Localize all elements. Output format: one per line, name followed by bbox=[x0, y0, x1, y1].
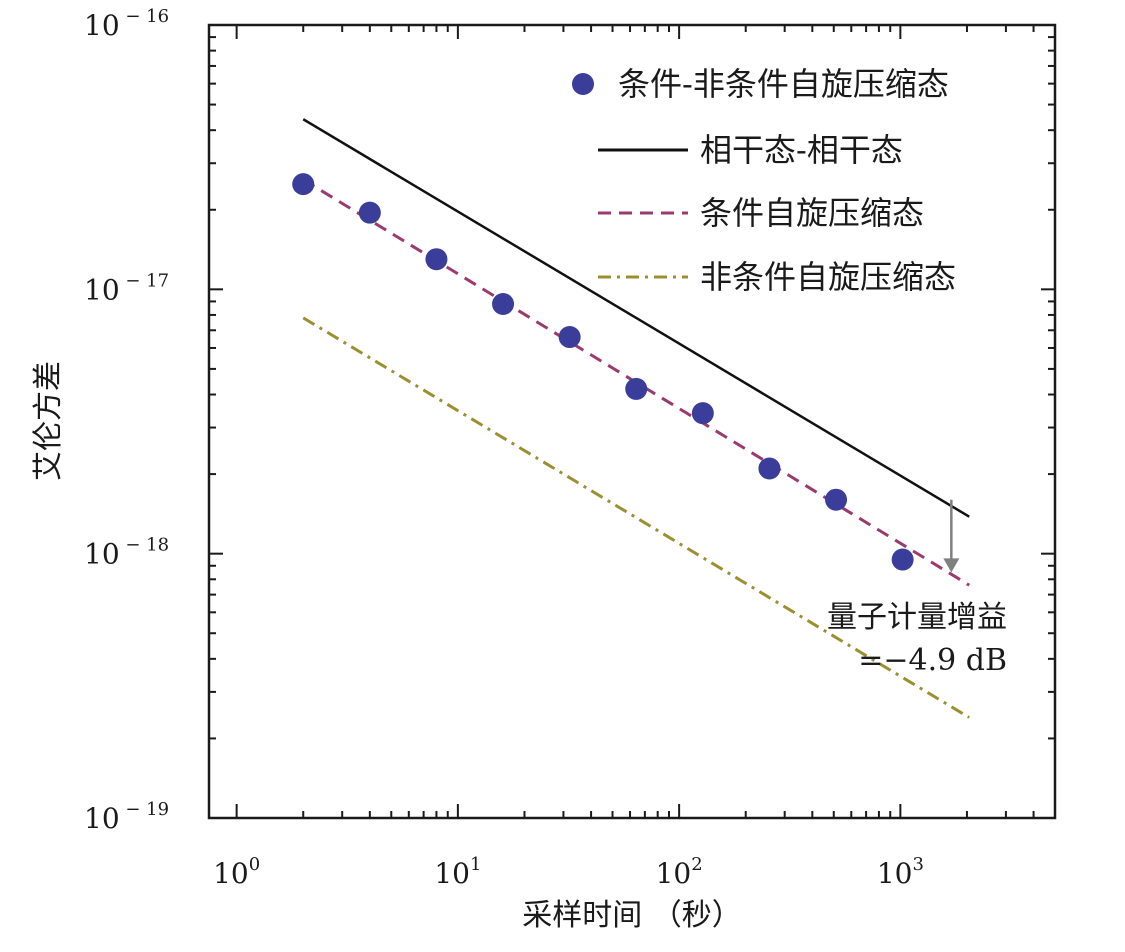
x-tick-label: 103 bbox=[877, 854, 924, 890]
legend: 条件-非条件自旋压缩态 相干态-相干态 条件自旋压缩态 非条件自旋压缩态 bbox=[572, 65, 956, 296]
x-tick-label: 100 bbox=[213, 854, 260, 890]
legend-label-scatter: 条件-非条件自旋压缩态 bbox=[618, 65, 949, 103]
legend-marker-scatter bbox=[572, 73, 594, 95]
plot-frame bbox=[207, 23, 1057, 820]
data-point bbox=[292, 173, 315, 196]
data-point bbox=[425, 248, 448, 271]
gain-label: 量子计量增益 bbox=[827, 600, 1007, 635]
data-point bbox=[492, 293, 515, 316]
y-tick-label: 10 − 16 bbox=[84, 6, 169, 42]
y-axis-label: 艾伦方差 bbox=[31, 361, 66, 481]
x-tick-label: 101 bbox=[434, 854, 481, 890]
data-point bbox=[891, 548, 914, 571]
x-axis-label: 采样时间 （秒） bbox=[522, 898, 742, 933]
data-point bbox=[758, 457, 781, 480]
y-tick-label: 10 − 19 bbox=[84, 799, 169, 835]
axis-ticks bbox=[209, 24, 1056, 819]
x-tick-label: 102 bbox=[656, 854, 703, 890]
quantum-gain-annotation: 量子计量增益 =−4.9 dB bbox=[827, 499, 1007, 678]
data-point bbox=[691, 402, 714, 425]
data-point bbox=[358, 201, 381, 224]
data-point bbox=[825, 488, 848, 511]
legend-label-dashed: 条件自旋压缩态 bbox=[700, 194, 924, 232]
gain-arrow-head bbox=[943, 558, 960, 573]
data-point bbox=[625, 377, 648, 400]
series-layer bbox=[292, 118, 971, 719]
legend-label-dashdot: 非条件自旋压缩态 bbox=[700, 258, 956, 296]
gain-value: =−4.9 dB bbox=[858, 643, 1007, 678]
coherent-line bbox=[302, 118, 970, 518]
y-tick-label: 10 − 17 bbox=[84, 270, 169, 306]
y-tick-label: 10 − 18 bbox=[84, 535, 169, 571]
legend-label-solid: 相干态-相干态 bbox=[700, 131, 903, 169]
unconditional-squeezed-line bbox=[302, 316, 971, 719]
tick-labels: 100 101 102 103 10 − 16 10 − 17 10 − 18 10 − 19 bbox=[84, 6, 924, 890]
data-point bbox=[558, 326, 581, 349]
